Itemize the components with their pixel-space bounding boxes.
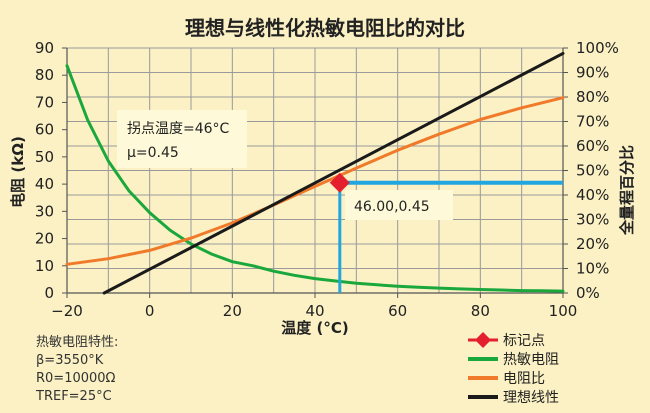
y-right-tick-label: 60% (576, 137, 609, 155)
y-right-tick-label: 30% (576, 211, 609, 229)
thermistor-property-line: R0=10000Ω (36, 371, 116, 386)
thermistor-property-line: TREF=25°C (35, 389, 112, 404)
y-left-tick-label: 50 (35, 148, 54, 166)
y-right-tick-label: 90% (576, 64, 609, 82)
x-tick-label: 80 (471, 302, 490, 320)
y-left-tick-label: 20 (35, 230, 54, 248)
y-left-tick-label: 40 (35, 175, 54, 193)
y-left-tick-label: 30 (35, 202, 54, 220)
point-label-box (345, 190, 453, 220)
y-right-tick-label: 50% (576, 162, 609, 180)
y-right-tick-label: 70% (576, 113, 609, 131)
y-right-tick-label: 0% (576, 284, 600, 302)
inflection-annotation-box (117, 110, 247, 168)
y-left-axis-label: 电阻 (kΩ) (9, 136, 27, 208)
inflection-annotation-line: μ=0.45 (127, 145, 179, 161)
y-right-tick-label: 80% (576, 88, 609, 106)
y-left-tick-label: 0 (44, 284, 54, 302)
point-value-label: 46.00,0.45 (354, 199, 430, 215)
y-right-tick-label: 20% (576, 235, 609, 253)
thermistor-property-line: 热敏电阻特性: (36, 335, 118, 350)
x-tick-label: 40 (305, 302, 324, 320)
legend-label-3: 理想线性 (503, 390, 559, 406)
y-left-tick-label: 60 (35, 121, 54, 139)
y-left-tick-label: 70 (35, 93, 54, 111)
x-axis-label: 温度 (°C) (281, 319, 348, 337)
x-tick-label: 0 (145, 302, 155, 320)
legend-label-0: 标记点 (503, 333, 545, 349)
chart-title: 理想与线性化热敏电阻比的对比 (185, 16, 465, 40)
series-line-2 (102, 51, 565, 295)
legend-marker-0 (475, 332, 491, 348)
legend-label-1: 热敏电阻 (503, 352, 559, 368)
y-right-tick-label: 40% (576, 186, 609, 204)
y-right-tick-label: 10% (576, 260, 609, 278)
y-right-axis-label: 全量程百分比 (618, 145, 636, 236)
x-tick-label: 60 (388, 302, 407, 320)
y-left-tick-label: 90 (35, 39, 54, 57)
x-tick-label: −20 (51, 302, 83, 320)
inflection-annotation-line: 拐点温度=46°C (127, 121, 230, 137)
y-left-tick-label: 80 (35, 66, 54, 84)
y-right-tick-label: 100% (576, 39, 619, 57)
x-tick-label: 100 (549, 302, 578, 320)
x-tick-label: 20 (223, 302, 242, 320)
y-left-tick-label: 10 (35, 257, 54, 275)
series-line-0 (65, 64, 565, 293)
legend-label-2: 电阻比 (503, 371, 545, 387)
series-line-1 (65, 96, 565, 266)
thermistor-property-line: β=3550°K (36, 353, 104, 368)
marker-point (329, 172, 350, 193)
